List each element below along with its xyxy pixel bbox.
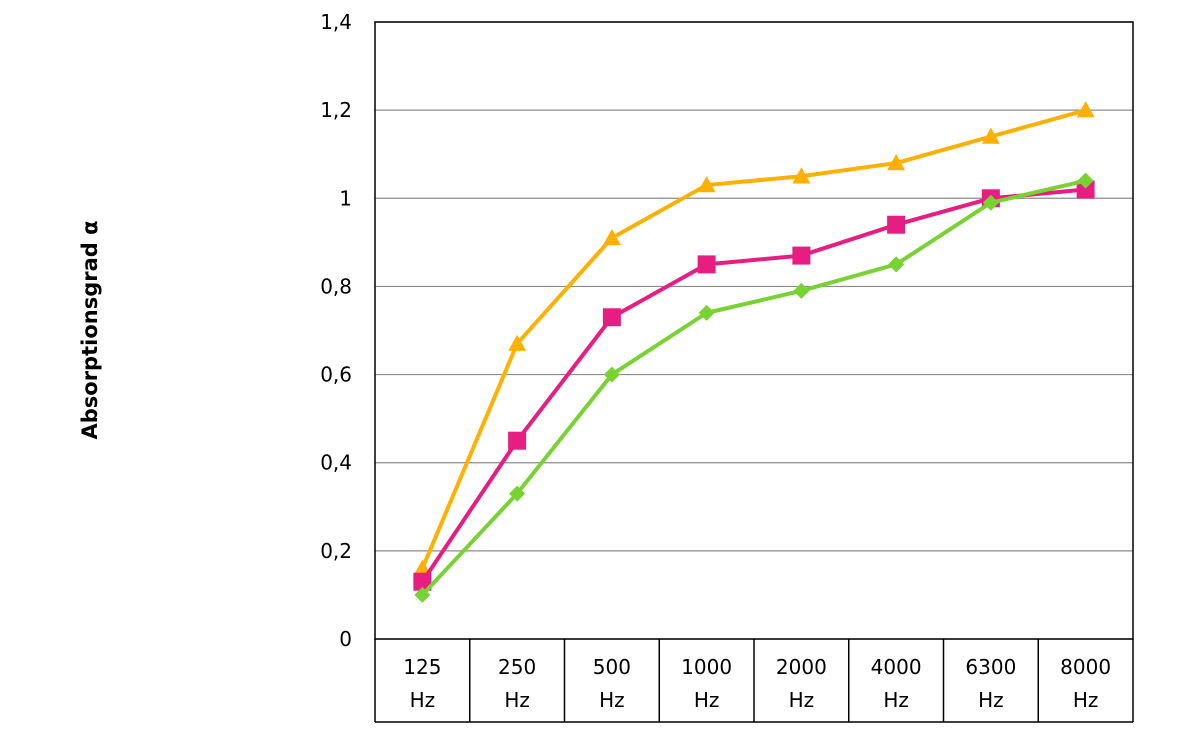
data-point-square <box>508 431 527 450</box>
x-tick-unit: Hz <box>978 688 1004 712</box>
x-tick-label: 8000 <box>1060 655 1111 679</box>
x-category-table: 125 Hz 250 Hz 500 Hz 1000 Hz 2000 Hz 4000 Hz 6300 Hz 8… <box>374 639 1134 723</box>
data-point-diamond <box>982 194 999 211</box>
x-tick-unit: Hz <box>1073 688 1099 712</box>
data-point-square <box>697 255 716 274</box>
x-tick-label: 1000 <box>681 655 732 679</box>
y-tick-labels: 0 0,2 0,4 0,6 0,8 1 1,2 1,4 <box>320 10 352 651</box>
y-axis-label: Absorptionsgrad α <box>78 220 102 439</box>
series-line <box>420 187 1086 583</box>
x-tick-unit: Hz <box>883 688 909 712</box>
data-point-triangle <box>1076 101 1095 118</box>
data-point-square <box>602 308 621 327</box>
series-diamond <box>414 172 1094 603</box>
x-tick-unit: Hz <box>410 688 436 712</box>
x-tick-unit: Hz <box>789 688 815 712</box>
data-point-diamond <box>603 366 620 383</box>
x-tick-unit: Hz <box>694 688 720 712</box>
y-tick-label: 0,8 <box>320 274 352 298</box>
y-tick-label: 0,6 <box>320 363 352 387</box>
data-point-square <box>1076 180 1095 199</box>
y-tick-label: 1,2 <box>320 98 352 122</box>
data-point-square <box>413 572 432 591</box>
series-triangle <box>413 101 1095 576</box>
data-point-diamond <box>509 485 526 502</box>
data-point-diamond <box>1077 172 1094 189</box>
data-point-triangle <box>697 176 716 193</box>
data-point-square <box>887 215 906 234</box>
y-tick-label: 1 <box>339 186 352 210</box>
series-square <box>413 180 1095 591</box>
data-point-triangle <box>792 167 811 184</box>
x-tick-label: 500 <box>593 655 631 679</box>
x-tick-label: 2000 <box>776 655 827 679</box>
series-line <box>420 178 1087 597</box>
series-line <box>420 108 1087 570</box>
y-tick-label: 0,2 <box>320 539 352 563</box>
data-point-triangle <box>602 228 621 246</box>
data-point-triangle <box>508 334 527 351</box>
data-point-diamond <box>888 256 905 273</box>
x-tick-label: 4000 <box>871 655 922 679</box>
plot-frame <box>374 21 1134 640</box>
data-point-square <box>792 246 811 265</box>
series-layer <box>413 101 1095 603</box>
data-point-diamond <box>698 304 715 321</box>
y-tick-label: 0 <box>339 627 352 651</box>
x-tick-label: 125 <box>403 655 441 679</box>
x-tick-unit: Hz <box>599 688 625 712</box>
data-point-triangle <box>887 154 906 171</box>
y-tick-label: 1,4 <box>320 10 352 34</box>
x-tick-unit: Hz <box>504 688 530 712</box>
x-tick-label: 250 <box>498 655 536 679</box>
x-tick-label: 6300 <box>965 655 1016 679</box>
data-point-diamond <box>793 282 810 299</box>
data-point-triangle <box>981 127 1000 144</box>
data-point-diamond <box>414 586 431 603</box>
gridlines <box>375 21 1133 640</box>
y-tick-label: 0,4 <box>320 451 352 475</box>
